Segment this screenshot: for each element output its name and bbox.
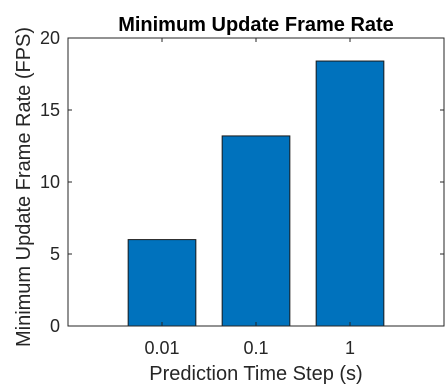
bar-1 xyxy=(315,60,385,327)
y-tick-label: 15 xyxy=(40,100,60,120)
y-tick-label: 5 xyxy=(50,244,60,264)
y-tick-label: 20 xyxy=(40,28,60,48)
bar-0.1 xyxy=(221,135,291,327)
ticks-layer: 0 5 10 15 20 0.01 0.1 1 xyxy=(40,28,444,358)
bars-layer xyxy=(127,60,385,327)
x-tick-label: 1 xyxy=(345,338,355,358)
y-tick-label: 0 xyxy=(50,316,60,336)
bar-0.01 xyxy=(127,239,197,327)
x-tick-label: 0.01 xyxy=(144,338,179,358)
chart-title: Minimum Update Frame Rate xyxy=(118,14,394,36)
y-tick-label: 10 xyxy=(40,172,60,192)
y-axis-label: Minimum Update Frame Rate (FPS) xyxy=(13,27,35,347)
x-axis-label: Prediction Time Step (s) xyxy=(149,363,362,385)
x-tick-label: 0.1 xyxy=(243,338,268,358)
